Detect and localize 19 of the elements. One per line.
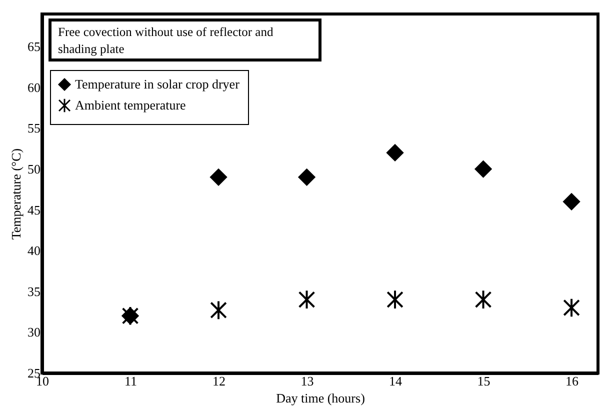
- y-tick-label: 45: [28, 202, 40, 218]
- y-tick-label: 40: [28, 243, 40, 258]
- y-tick-label: 65: [28, 39, 40, 54]
- annotation: Free covection without use of reflector and shading plate: [58, 25, 274, 56]
- x-tick-label: 14: [389, 374, 403, 388]
- x-tick-label: 15: [477, 374, 490, 388]
- legend-label: Ambient temperature: [75, 98, 186, 112]
- y-tick-label: 55: [28, 120, 40, 136]
- x-tick-label: 16: [566, 374, 580, 388]
- x-tick-label: 13: [300, 374, 314, 388]
- x-tick-label: 12: [212, 374, 226, 388]
- y-tick-label: 30: [28, 324, 40, 340]
- x-tick-label: 11: [124, 374, 138, 388]
- legend-label: Temperature in solar crop dryer: [75, 76, 240, 92]
- y-axis-title: Temperature (°C): [8, 148, 24, 240]
- y-tick-label: 50: [28, 162, 40, 177]
- y-tick-label: 60: [28, 80, 40, 95]
- x-axis-title: Day time (hours): [276, 390, 365, 406]
- y-tick-label: 35: [28, 284, 40, 299]
